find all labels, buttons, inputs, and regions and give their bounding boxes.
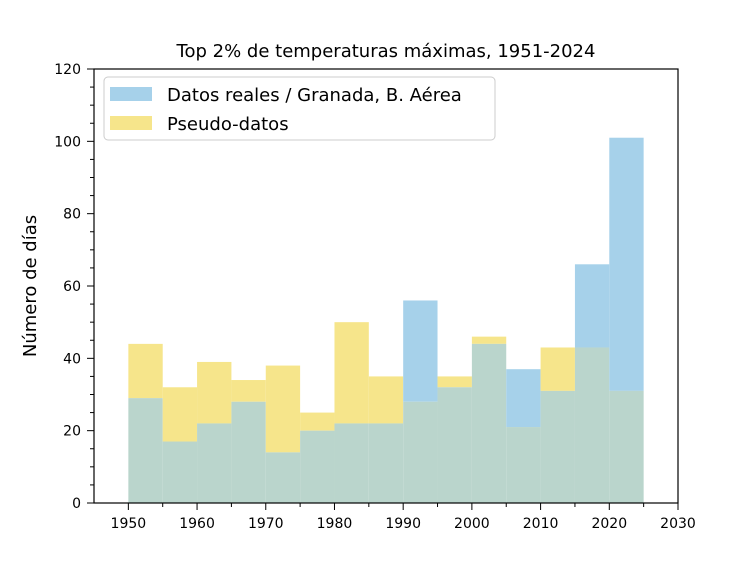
bar-top-2000 — [471, 336, 507, 344]
bar-overlap-1980 — [334, 423, 369, 503]
x-tick-label-1980: 1980 — [317, 516, 353, 532]
bar-overlap-1955 — [162, 441, 198, 503]
bar-overlap-1960 — [197, 423, 232, 503]
y-tick-label-20: 20 — [63, 424, 81, 440]
axes-layer: 1950 1960 1970 1980 1990 2000 2010 2020 2030 0 20 4… — [54, 62, 696, 532]
chart-title: Top 2% de temperaturas máximas, 1951-202… — [176, 41, 596, 62]
bar-top-2010 — [540, 347, 575, 391]
bar-overlap-1975 — [300, 430, 335, 503]
bar-overlap-2005 — [506, 427, 541, 503]
legend: Datos reales / Granada, B. Aérea Pseudo-… — [103, 76, 496, 141]
x-tick-label-1990: 1990 — [385, 516, 421, 532]
y-axis-label: Número de días — [20, 215, 41, 357]
x-tick-label-1950: 1950 — [111, 516, 147, 532]
x-tick-label-2000: 2000 — [454, 516, 490, 532]
bar-overlap-2000 — [471, 343, 507, 503]
bar-top-1975 — [300, 412, 335, 431]
legend-box — [103, 76, 496, 141]
bar-top-1970 — [265, 365, 301, 453]
y-tick-label-40: 40 — [63, 351, 81, 367]
bars-layer — [128, 137, 644, 503]
legend-swatch-datos-reales — [110, 87, 152, 101]
legend-swatch-pseudo-datos — [110, 116, 152, 130]
bar-overlap-2020 — [609, 390, 644, 503]
bar-top-1985 — [368, 376, 404, 424]
y-tick-label-80: 80 — [63, 207, 81, 223]
x-tick-label-1960: 1960 — [179, 516, 215, 532]
bar-top-1995 — [437, 376, 472, 388]
bar-top-2005 — [506, 369, 541, 428]
x-tick-label-1970: 1970 — [248, 516, 284, 532]
bar-overlap-2010 — [540, 390, 575, 503]
bar-top-1960 — [197, 361, 232, 424]
bar-top-2015 — [574, 264, 610, 348]
legend-label-pseudo-datos: Pseudo-datos — [167, 114, 289, 135]
bar-top-1990 — [403, 300, 438, 402]
y-tick-label-100: 100 — [54, 134, 81, 150]
y-tick-label-60: 60 — [63, 279, 81, 295]
bar-overlap-1995 — [437, 387, 472, 503]
bar-overlap-1965 — [231, 401, 266, 503]
bar-top-1980 — [334, 322, 369, 424]
y-tick-label-0: 0 — [72, 496, 81, 512]
bar-overlap-2015 — [574, 347, 610, 503]
bar-top-2020 — [609, 137, 644, 391]
x-tick-label-2020: 2020 — [591, 516, 627, 532]
bar-overlap-1990 — [403, 401, 438, 503]
bar-top-1955 — [162, 387, 198, 442]
bar-overlap-1950 — [128, 398, 163, 503]
x-tick-label-2010: 2010 — [523, 516, 559, 532]
bar-top-1965 — [231, 380, 266, 402]
y-tick-label-120: 120 — [54, 62, 81, 78]
bar-overlap-1970 — [265, 452, 301, 503]
x-tick-label-2030: 2030 — [660, 516, 696, 532]
bar-overlap-1985 — [368, 423, 404, 503]
bar-top-1950 — [128, 343, 163, 399]
legend-label-datos-reales: Datos reales / Granada, B. Aérea — [167, 85, 462, 106]
